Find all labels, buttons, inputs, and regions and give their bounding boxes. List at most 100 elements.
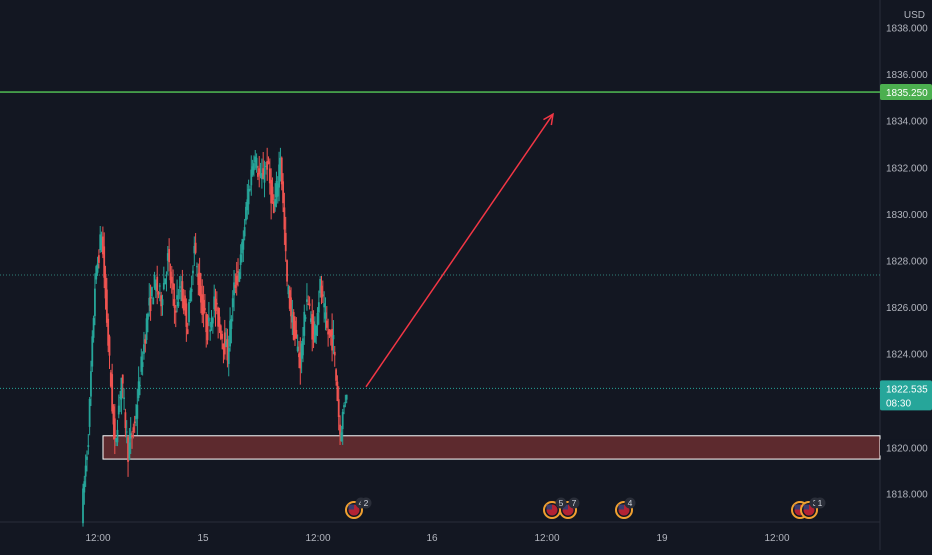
event-count-text: 4	[628, 498, 633, 508]
candle-up	[315, 326, 318, 336]
event-count-badge	[568, 497, 580, 509]
candle-down	[149, 297, 152, 312]
candle-down	[185, 303, 188, 327]
candle-down	[327, 331, 330, 335]
candle-up	[260, 173, 263, 180]
current-price-label-bg	[880, 380, 932, 411]
candle-up	[117, 405, 120, 415]
candle-up	[243, 227, 246, 237]
candle-down	[329, 330, 332, 337]
candle-up	[178, 286, 181, 288]
candle-up	[274, 199, 277, 207]
candle-down	[312, 321, 315, 335]
candle-down	[104, 274, 107, 299]
candle-down	[267, 161, 270, 164]
candle-up	[276, 183, 279, 197]
candle-up	[230, 319, 233, 329]
candle-down	[222, 343, 225, 350]
candle-down	[113, 418, 116, 440]
price-axis-tick-label: 1826.000	[886, 303, 928, 314]
candle-up	[225, 340, 227, 347]
candle-up	[344, 401, 347, 403]
candle-down	[320, 285, 323, 298]
candle-down	[181, 281, 184, 302]
event-flag-icon-canton	[546, 504, 552, 510]
candle-down	[292, 312, 295, 340]
candle-down	[268, 168, 271, 184]
candle-down	[307, 303, 310, 305]
candle-up	[90, 371, 92, 397]
event-count-text: 1	[818, 498, 823, 508]
candle-down	[234, 284, 237, 288]
candle-down	[295, 329, 298, 339]
candle-down	[218, 316, 221, 327]
candle-down	[298, 353, 300, 358]
candle-up	[140, 356, 143, 372]
candle-down	[112, 406, 115, 425]
candle-down	[223, 332, 226, 355]
candle-up	[207, 317, 210, 322]
time-axis-tick-label: 15	[197, 533, 209, 544]
candle-up	[324, 312, 327, 319]
candle-down	[98, 255, 100, 263]
candle-down	[280, 157, 283, 185]
candle-up	[340, 432, 343, 442]
candle-down	[206, 315, 209, 341]
candle-down	[290, 297, 292, 317]
candle-up	[279, 157, 282, 175]
candle-up	[143, 344, 145, 354]
candle-up	[291, 314, 294, 323]
candle-down	[186, 329, 189, 334]
candle-up	[151, 287, 153, 297]
candle-up	[239, 254, 242, 265]
candle-up	[139, 385, 141, 387]
candle-up	[100, 237, 103, 246]
candle-down	[169, 271, 172, 281]
candle-down	[258, 168, 261, 175]
candle-up	[341, 411, 344, 430]
time-axis-tick-label: 12:00	[85, 533, 110, 544]
candle-down	[204, 307, 206, 311]
candle-down	[339, 424, 341, 435]
candle-up	[306, 299, 308, 302]
candle-up	[254, 156, 257, 163]
candle-up	[242, 239, 245, 250]
candle-down	[284, 232, 287, 252]
candle-up	[287, 286, 290, 295]
candle-down	[108, 336, 111, 356]
candle-down	[226, 339, 229, 361]
candle-up	[115, 438, 118, 442]
projection-arrow[interactable]	[365, 113, 554, 388]
candle-down	[197, 273, 200, 285]
zone-price-label-bg	[880, 439, 932, 456]
candle-up	[189, 290, 192, 302]
candle-down	[124, 412, 127, 429]
candle-down	[325, 320, 328, 328]
current-price-label: 1822.535	[886, 384, 928, 395]
candle-up	[263, 174, 266, 183]
candle-up	[95, 266, 98, 280]
event-count-badge	[814, 497, 826, 509]
candle-down	[132, 427, 135, 432]
candle-up	[310, 318, 312, 322]
candle-down	[157, 292, 160, 295]
price-axis-tick-label: 1838.000	[886, 23, 928, 34]
event-flag-icon-canton	[803, 504, 809, 510]
time-axis-tick-label: 12:00	[305, 533, 330, 544]
candle-down	[214, 298, 217, 311]
candle-up	[119, 397, 121, 399]
candle-up	[154, 283, 157, 291]
event-count-text: 2	[364, 498, 369, 508]
candle-down	[160, 295, 163, 307]
candle-up	[188, 302, 190, 323]
currency-label: USD	[904, 10, 925, 21]
candle-up	[147, 313, 149, 320]
candle-down	[194, 242, 197, 253]
demand-zone-rectangle[interactable]	[102, 435, 881, 460]
zone-price-label: 1820.000	[886, 443, 928, 454]
candle-up	[192, 270, 194, 274]
candle-down	[335, 369, 337, 381]
candle-down	[221, 333, 224, 339]
